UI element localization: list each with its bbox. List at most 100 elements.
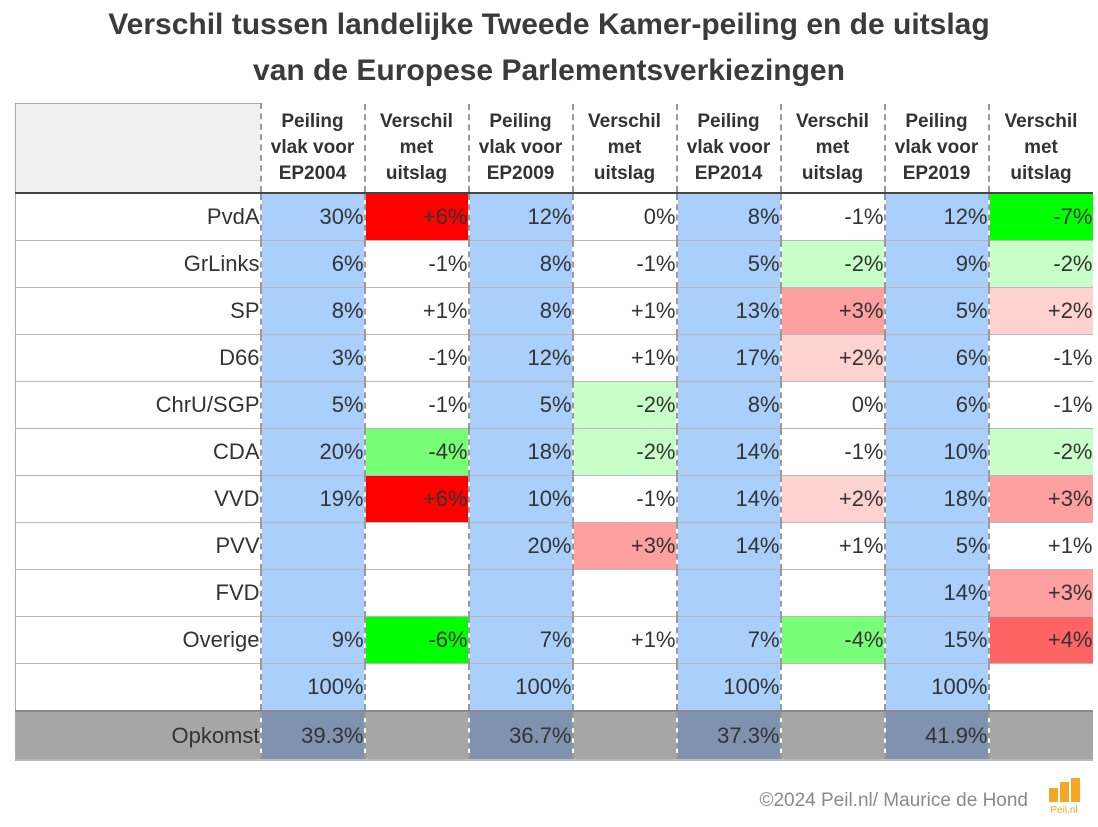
row-label: GrLinks [15,240,261,288]
turnout-empty-cell [571,711,677,761]
header-line: uitslag [801,162,864,184]
table-row: FVD 14% +3% [15,569,1093,617]
header-poll-1: Peiling vlak voor EP2009 [467,103,573,194]
diff-cell: +1% [571,616,677,664]
row-label: Overige [15,616,261,664]
logo-bar-3 [1071,778,1080,802]
diff-cell: -2% [987,428,1093,476]
logo-text: Peil.nl [1050,805,1077,815]
poll-cell: 100% [467,663,573,712]
poll-cell: 12% [883,193,989,241]
turnout-empty-cell [779,711,885,761]
header-diff-3: Verschil met uitslag [987,103,1093,194]
poll-cell: 8% [675,381,781,429]
poll-cell: 30% [259,193,365,241]
header-line: Peiling [489,110,552,132]
diff-cell: -4% [363,428,469,476]
diff-cell [571,663,677,712]
turnout-cell: 36.7% [467,711,573,761]
poll-cell: 7% [467,616,573,664]
poll-cell: 14% [883,569,989,617]
header-line: Verschil [380,110,453,132]
poll-cell [467,569,573,617]
diff-cell: 0% [571,193,677,241]
poll-cell: 7% [675,616,781,664]
poll-cell: 18% [467,428,573,476]
header-line: met [399,136,434,158]
poll-cell [675,569,781,617]
poll-cell [259,569,365,617]
diff-cell [571,569,677,617]
diff-cell: -1% [987,381,1093,429]
header-line: vlak voor [686,136,771,158]
poll-cell: 3% [259,334,365,382]
poll-cell: 5% [883,287,989,335]
diff-cell [363,569,469,617]
poll-cell: 10% [883,428,989,476]
poll-cell: 6% [883,381,989,429]
table-row: GrLinks 6% -1% 8% -1% 5% -2% 9% -2% [15,240,1093,288]
table-row: CDA 20% -4% 18% -2% 14% -1% 10% -2% [15,428,1093,476]
poll-cell: 10% [467,475,573,523]
peil-logo-icon: Peil.nl [1049,778,1080,815]
poll-cell: 14% [675,475,781,523]
poll-cell: 20% [467,522,573,570]
turnout-row: Opkomst 39.3% 36.7% 37.3% 41.9% [15,711,1093,761]
poll-cell: 14% [675,428,781,476]
diff-cell: +2% [987,287,1093,335]
header-line: uitslag [1010,162,1072,184]
table-row: SP 8% +1% 8% +1% 13% +3% 5% +2% [15,287,1093,335]
poll-cell: 5% [259,381,365,429]
poll-cell: 20% [259,428,365,476]
header-line: met [1024,136,1058,158]
diff-cell: -1% [987,334,1093,382]
row-label: D66 [15,334,261,382]
table-row: PvdA 30% +6% 12% 0% 8% -1% 12% -7% [15,193,1093,241]
poll-cell: 5% [467,381,573,429]
diff-cell [987,663,1093,712]
poll-cell: 12% [467,334,573,382]
poll-cell: 17% [675,334,781,382]
poll-cell: 18% [883,475,989,523]
turnout-cell: 41.9% [883,711,989,761]
copyright-footer: ©2024 Peil.nl/ Maurice de Hond [759,790,1028,811]
poll-cell: 100% [883,663,989,712]
diff-cell: +1% [363,287,469,335]
diff-cell: -1% [571,240,677,288]
poll-cell: 19% [259,475,365,523]
header-line: Peiling [905,110,968,132]
poll-cell: 6% [259,240,365,288]
header-line: Verschil [796,110,869,132]
chart-title-line1: Verschil tussen landelijke Tweede Kamer-… [108,8,990,41]
row-label: PVV [15,522,261,570]
poll-cell: 8% [467,240,573,288]
row-label: ChrU/SGP [15,381,261,429]
table-row: Overige 9% -6% 7% +1% 7% -4% 15% +4% [15,616,1093,664]
header-diff-1: Verschil met uitslag [571,103,677,194]
diff-cell: -2% [571,428,677,476]
turnout-empty-cell [987,711,1093,761]
diff-cell: -1% [779,428,885,476]
corner-cell [15,103,261,194]
header-line: vlak voor [270,136,355,158]
logo-bar-2 [1060,782,1069,802]
diff-cell: -2% [571,381,677,429]
table-row: D66 3% -1% 12% +1% 17% +2% 6% -1% [15,334,1093,382]
turnout-cell: 39.3% [259,711,365,761]
diff-cell: +3% [987,569,1093,617]
diff-cell: +4% [987,616,1093,664]
diff-cell: -4% [779,616,885,664]
poll-cell: 100% [259,663,365,712]
poll-cell: 9% [883,240,989,288]
turnout-cell: 37.3% [675,711,781,761]
poll-cell: 12% [467,193,573,241]
poll-cell: 13% [675,287,781,335]
diff-cell: -1% [363,381,469,429]
diff-cell [363,522,469,570]
poll-cell: 15% [883,616,989,664]
diff-cell: +6% [363,475,469,523]
poll-cell: 5% [883,522,989,570]
turnout-empty-cell [363,711,469,761]
header-line: uitslag [385,162,448,184]
table-row: ChrU/SGP 5% -1% 5% -2% 8% 0% 6% -1% [15,381,1093,429]
